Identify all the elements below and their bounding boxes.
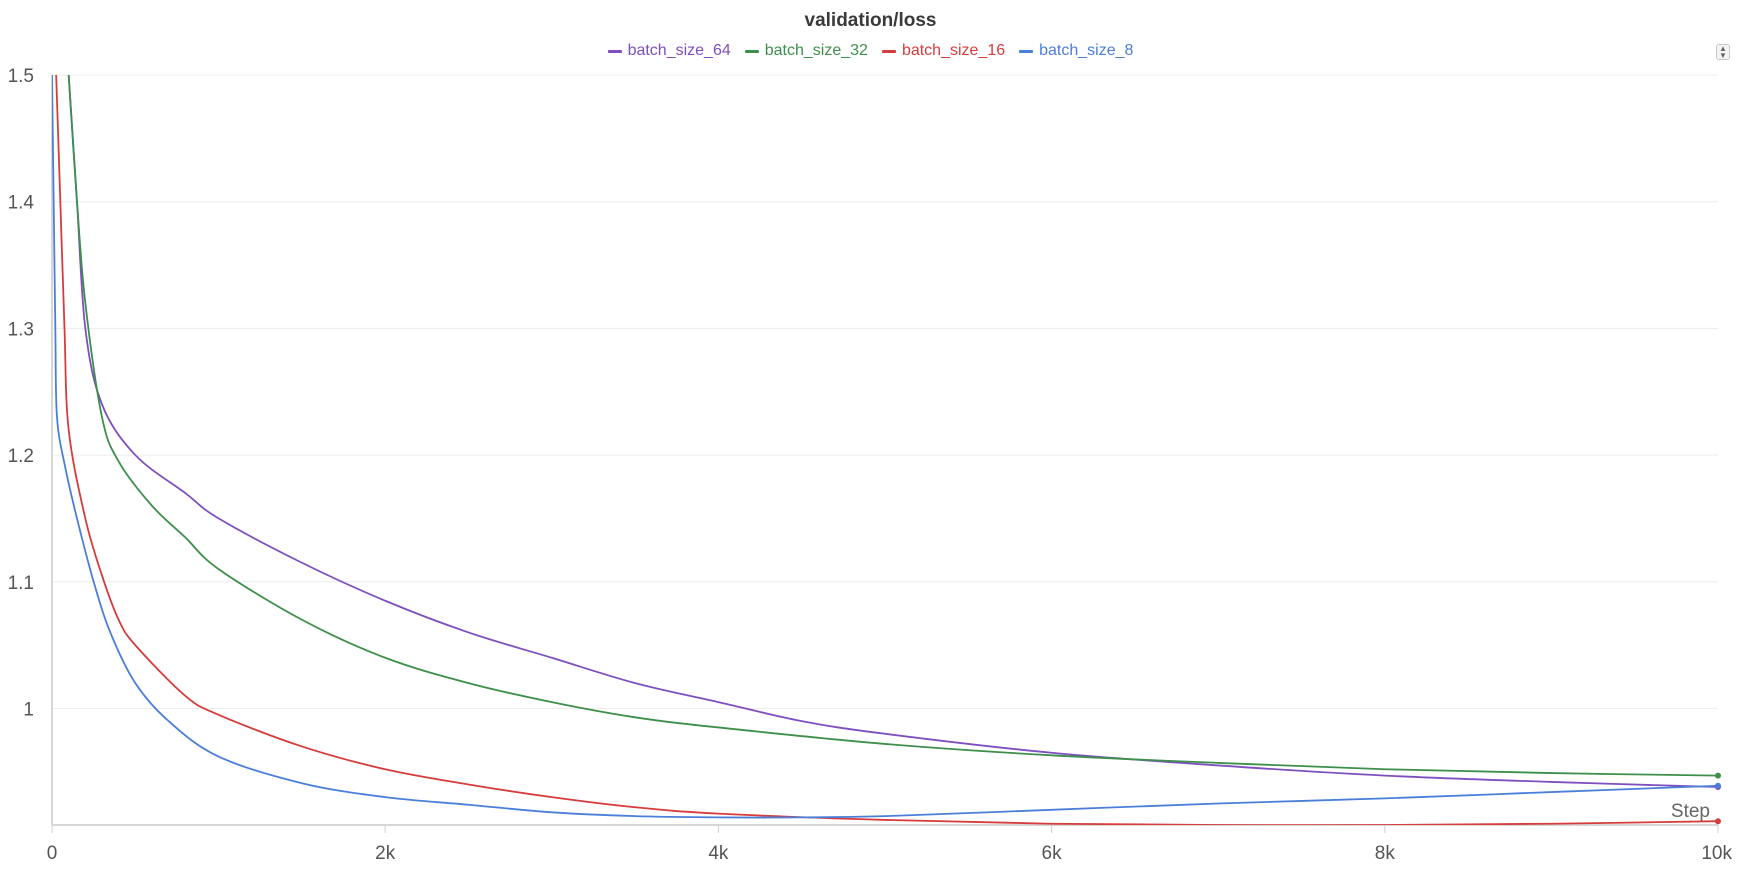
grid-lines <box>52 74 1718 709</box>
legend-item-batch_size_32[interactable]: batch_size_32 <box>744 42 868 60</box>
legend-label: batch_size_16 <box>901 42 1006 59</box>
x-tick-label: 4k <box>708 843 729 864</box>
legend-item-batch_size_16[interactable]: batch_size_16 <box>881 42 1006 60</box>
legend-label: batch_size_8 <box>1039 42 1134 59</box>
series-end-point-batch_size_32 <box>1715 772 1721 779</box>
x-tick-label: 10k <box>1701 843 1732 864</box>
series-end-point-batch_size_16 <box>1715 818 1721 825</box>
series-line-batch_size_16 <box>55 75 1719 825</box>
series-line-batch_size_8 <box>52 75 1719 819</box>
y-tick-label: 1.5 <box>8 66 34 87</box>
y-tick-label: 1.3 <box>8 319 34 340</box>
legend-label: batch_size_32 <box>764 42 868 59</box>
chart-title: validation/loss <box>804 10 937 31</box>
legend-swatch <box>881 49 896 53</box>
y-tick-label: 1.1 <box>8 573 34 594</box>
x-tick-label: 2k <box>375 843 396 864</box>
legend-item-batch_size_8[interactable]: batch_size_8 <box>1019 42 1133 60</box>
axes <box>51 75 1719 833</box>
legend-swatch <box>607 49 622 53</box>
y-tick-label: 1.2 <box>8 446 34 467</box>
legend-swatch <box>744 49 759 53</box>
y-tick-label: 1 <box>23 699 34 720</box>
series-end-point-batch_size_8 <box>1715 782 1721 789</box>
legend: batch_size_64 batch_size_32 batch_size_16 b… <box>0 42 1741 60</box>
series-line-batch_size_32 <box>67 75 1719 777</box>
series-lines <box>52 75 1721 825</box>
x-tick-label: 8k <box>1375 843 1396 864</box>
tick-labels: 1 1.1 1.2 1.3 1.4 1.5 0 2k 4k 6k 8k 10k Step <box>8 66 1733 864</box>
y-tick-label: 1.4 <box>8 193 35 214</box>
x-axis-label: Step <box>1671 801 1710 822</box>
x-tick-label: 6k <box>1042 843 1063 864</box>
up-down-arrows-icon[interactable]: ▲ ▼ <box>1716 44 1730 60</box>
series-line-batch_size_64 <box>67 75 1719 788</box>
legend-item-batch_size_64[interactable]: batch_size_64 <box>607 42 731 60</box>
legend-swatch <box>1019 49 1034 53</box>
legend-label: batch_size_64 <box>627 42 731 59</box>
x-tick-label: 0 <box>47 843 58 864</box>
